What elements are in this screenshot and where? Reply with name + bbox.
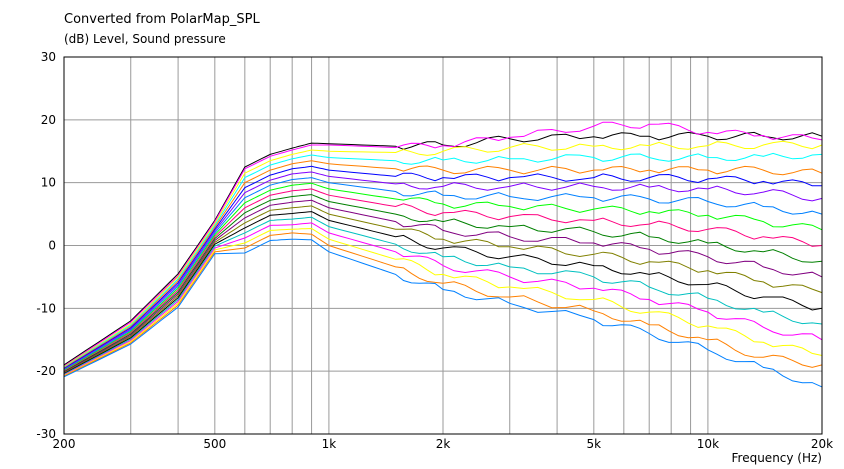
plot-frame	[63, 56, 823, 435]
series-line-13	[63, 205, 823, 374]
y-tick-label: -10	[36, 301, 56, 315]
x-axis-label: Frequency (Hz)	[732, 451, 823, 465]
series-line-5	[63, 160, 823, 369]
series-line-2	[63, 121, 823, 367]
y-tick-label: 10	[41, 176, 56, 190]
chart-title: Converted from PolarMap_SPL	[64, 12, 260, 27]
series-line-15	[63, 216, 823, 375]
series-line-3	[63, 140, 823, 368]
series-line-4	[63, 152, 823, 368]
x-tick-label: 10k	[697, 437, 719, 451]
series-line-9	[63, 182, 823, 371]
y-tick-label: -30	[36, 427, 56, 441]
y-tick-label: -20	[36, 364, 56, 378]
y-tick-label: 30	[41, 50, 56, 64]
x-tick-label: 1k	[322, 437, 337, 451]
series-line-10	[63, 188, 823, 372]
series-line-6	[63, 165, 823, 370]
series-line-18	[63, 232, 823, 377]
series-line-16	[63, 222, 823, 376]
series-line-7	[63, 171, 823, 370]
y-tick-label: 0	[48, 239, 56, 253]
series-line-12	[63, 199, 823, 373]
x-tick-label: 5k	[587, 437, 602, 451]
y-tick-label: 20	[41, 113, 56, 127]
x-tick-label: 20k	[811, 437, 833, 451]
grid	[64, 57, 822, 434]
series-group	[63, 121, 823, 388]
x-tick-label: 2k	[436, 437, 451, 451]
x-tick-label: 200	[53, 437, 76, 451]
series-line-14	[63, 211, 823, 375]
series-line-11	[63, 194, 823, 373]
series-line-1	[63, 131, 823, 366]
tick-labels: 200 500 1k 2k 5k 10k 20k 30 20 10 0 -10 -20 -30	[36, 50, 833, 451]
series-line-19	[63, 238, 823, 388]
series-line-17	[63, 227, 823, 377]
y-axis-label: (dB) Level, Sound pressure	[64, 32, 226, 46]
x-tick-label: 500	[203, 437, 226, 451]
series-line-8	[63, 177, 823, 371]
